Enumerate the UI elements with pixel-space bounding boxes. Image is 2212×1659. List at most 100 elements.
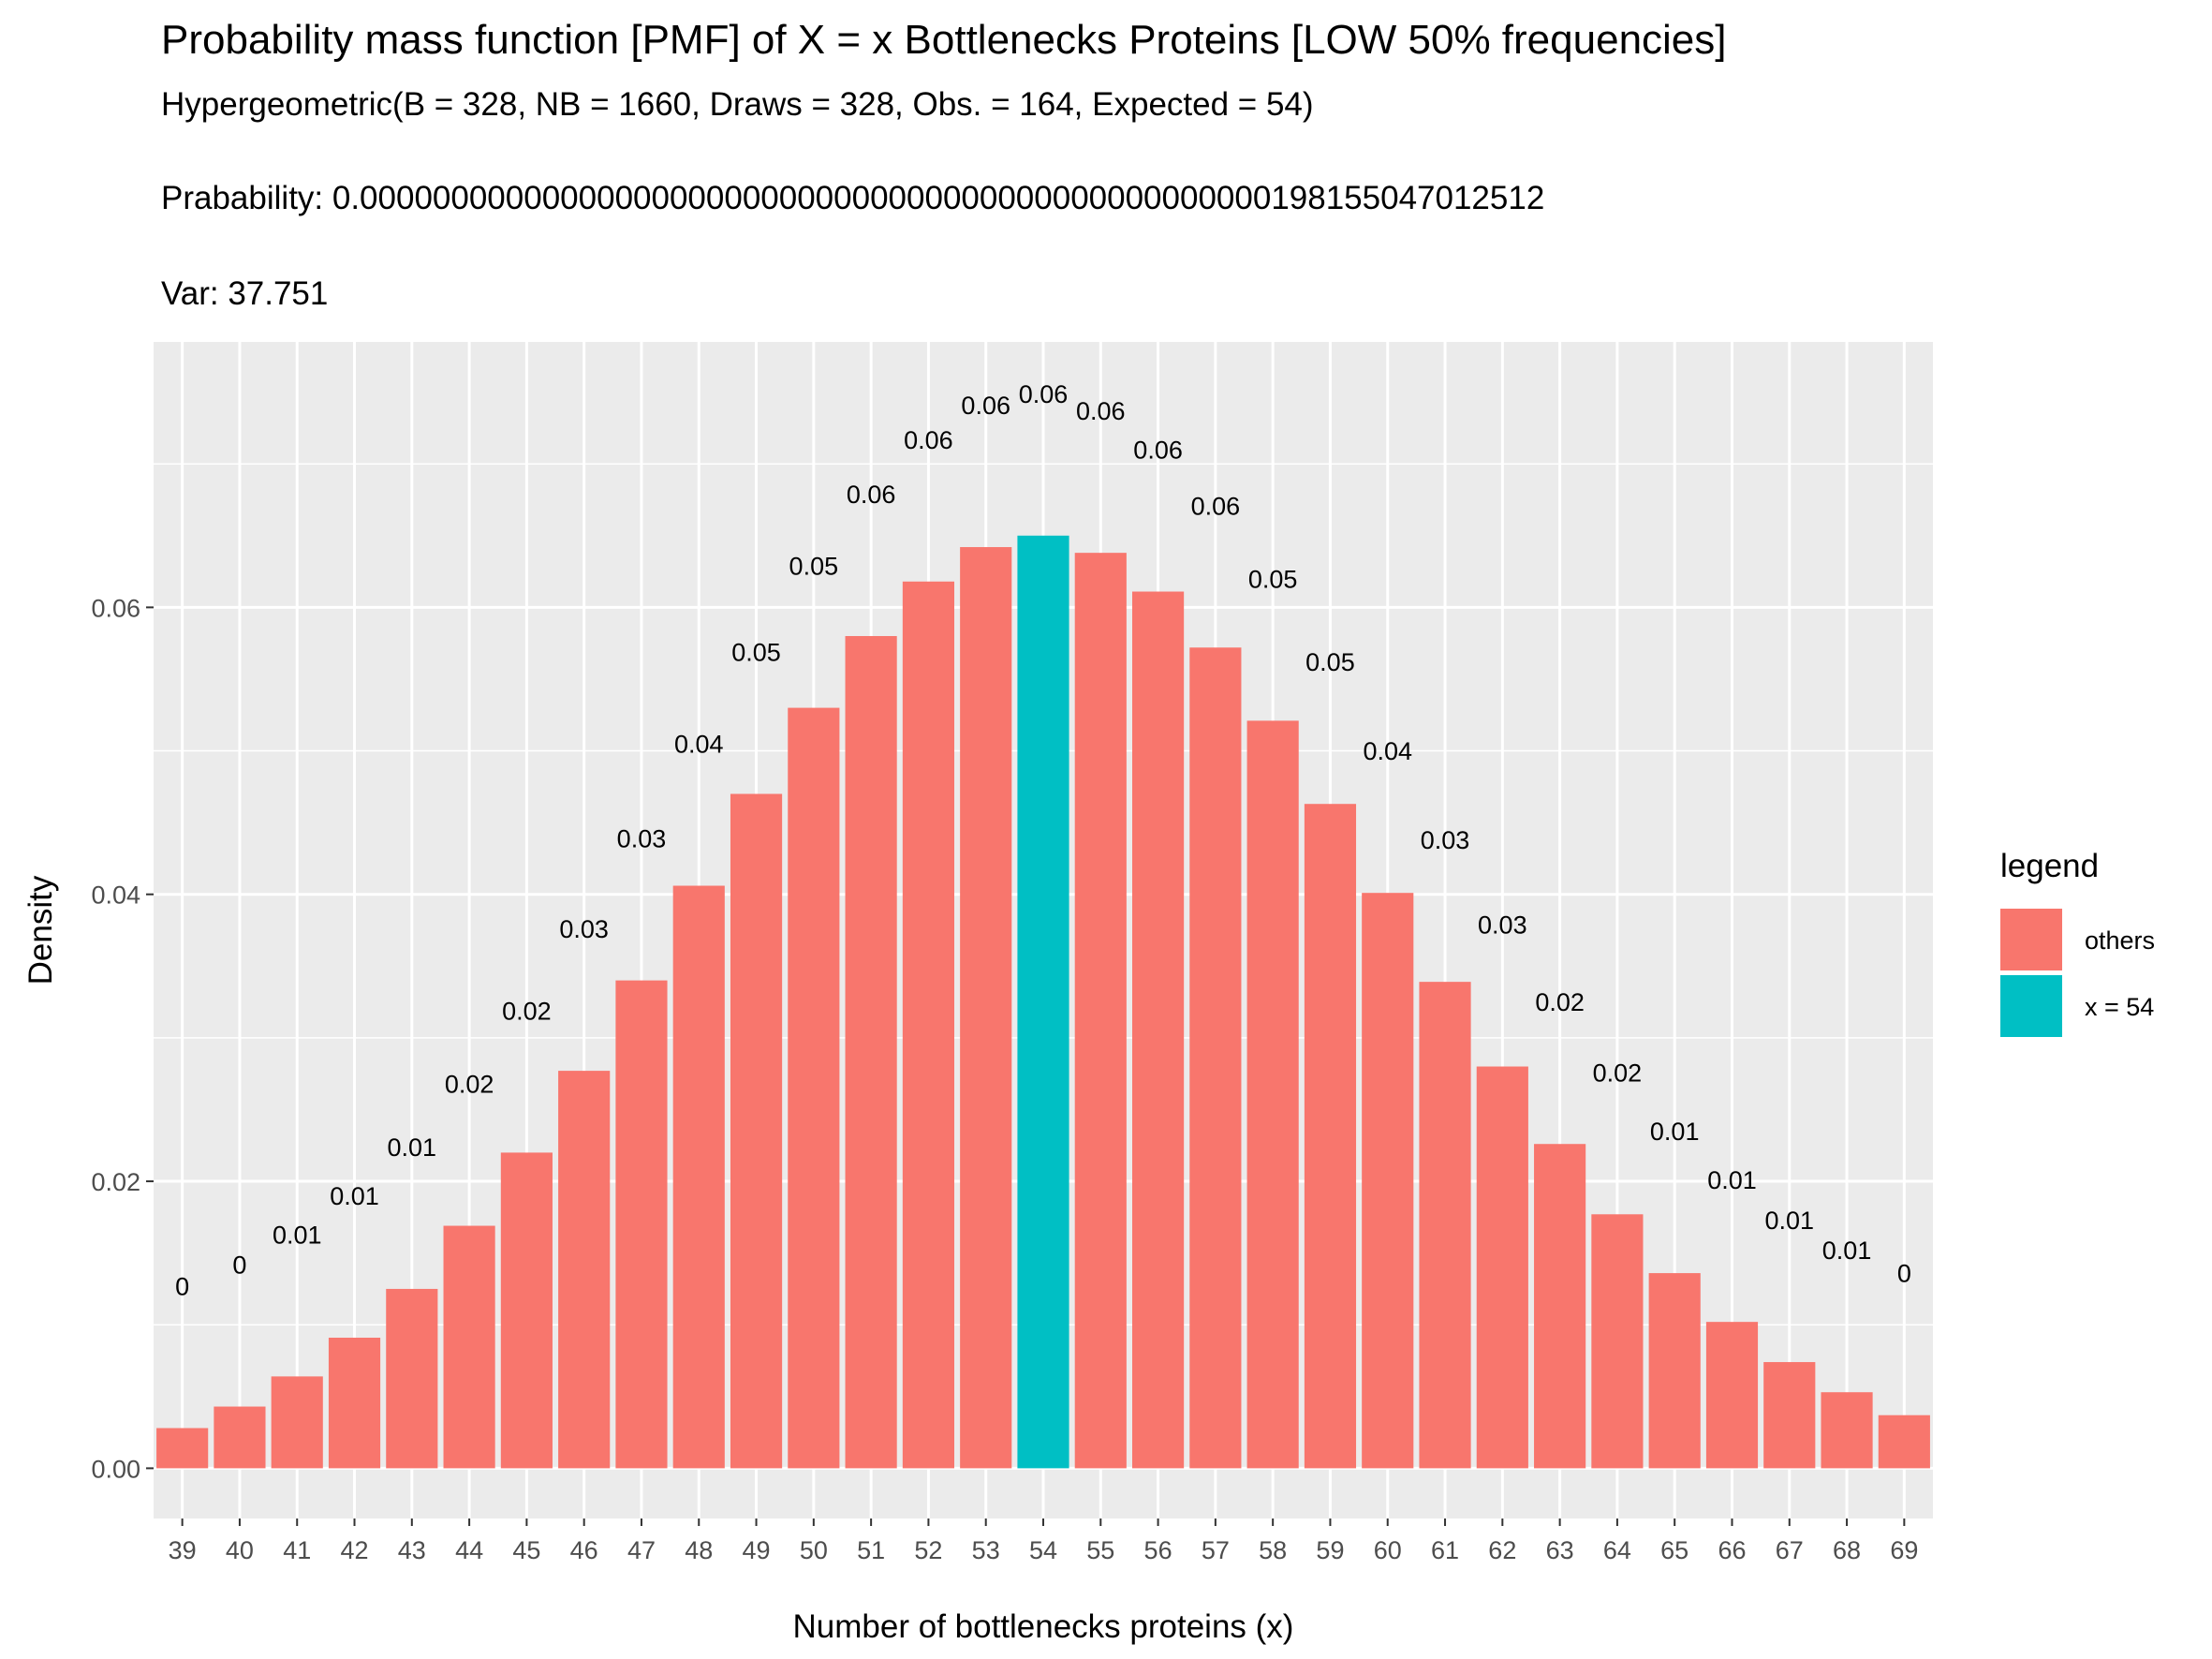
- bar-59: [1304, 804, 1357, 1469]
- bars: [156, 535, 1930, 1469]
- bar-55: [1074, 553, 1127, 1469]
- x-tick-label: 41: [283, 1536, 311, 1564]
- variance-caption: Var: 37.751: [161, 275, 329, 312]
- bar-label-68: 0.01: [1822, 1237, 1872, 1265]
- x-tick-label: 51: [857, 1536, 885, 1564]
- x-tick-label: 52: [914, 1536, 942, 1564]
- y-axis-title: Density: [22, 875, 59, 985]
- bar-label-44: 0.02: [445, 1071, 494, 1099]
- x-tick-label: 46: [570, 1536, 598, 1564]
- bar-57: [1189, 647, 1242, 1469]
- bar-label-50: 0.05: [789, 553, 839, 581]
- x-tick-label: 65: [1660, 1536, 1688, 1564]
- legend-key-x-54: [2000, 975, 2062, 1037]
- x-tick-label: 59: [1316, 1536, 1344, 1564]
- bar-label-49: 0.05: [731, 638, 781, 666]
- x-tick-label: 43: [398, 1536, 426, 1564]
- x-tick-label: 45: [512, 1536, 540, 1564]
- bar-label-69: 0: [1897, 1260, 1911, 1288]
- bar-43: [386, 1288, 438, 1469]
- bar-label-65: 0.01: [1650, 1118, 1700, 1146]
- x-axis-title: Number of bottlenecks proteins (x): [793, 1608, 1294, 1645]
- bar-68: [1821, 1392, 1873, 1469]
- bar-39: [156, 1428, 209, 1469]
- bar-label-47: 0.03: [617, 825, 667, 853]
- y-tick-label: 0.02: [91, 1168, 140, 1196]
- bar-65: [1648, 1273, 1701, 1469]
- x-tick-label: 56: [1144, 1536, 1172, 1564]
- bar-60: [1362, 893, 1414, 1469]
- bar-58: [1246, 720, 1299, 1469]
- bar-label-53: 0.06: [961, 392, 1010, 420]
- bar-label-52: 0.06: [904, 426, 953, 454]
- bar-label-63: 0.02: [1535, 988, 1585, 1016]
- bar-53: [960, 547, 1012, 1469]
- y-tick-label: 0.06: [91, 594, 140, 622]
- bar-label-41: 0.01: [273, 1221, 322, 1249]
- x-tick-label: 50: [800, 1536, 828, 1564]
- y-axis-ticks: 0.00 0.02 0.04 0.06: [91, 594, 154, 1483]
- x-tick-label: 69: [1890, 1536, 1918, 1564]
- x-tick-label: 54: [1029, 1536, 1057, 1564]
- bar-42: [328, 1338, 381, 1469]
- x-tick-label: 44: [455, 1536, 483, 1564]
- bar-51: [845, 636, 897, 1469]
- bar-40: [214, 1406, 266, 1469]
- bar-label-43: 0.01: [388, 1133, 437, 1162]
- bar-label-46: 0.03: [559, 915, 609, 943]
- x-tick-label: 58: [1259, 1536, 1287, 1564]
- bar-46: [558, 1071, 611, 1469]
- bar-label-59: 0.05: [1305, 648, 1355, 676]
- bar-label-56: 0.06: [1133, 437, 1183, 465]
- bar-label-66: 0.01: [1707, 1166, 1757, 1194]
- x-tick-label: 53: [972, 1536, 1000, 1564]
- x-tick-label: 55: [1086, 1536, 1114, 1564]
- bar-label-55: 0.06: [1076, 397, 1126, 425]
- bar-50: [788, 707, 840, 1469]
- bar-label-39: 0: [175, 1273, 189, 1301]
- bar-label-60: 0.04: [1363, 737, 1412, 765]
- bar-label-58: 0.05: [1248, 565, 1298, 593]
- bar-label-61: 0.03: [1421, 826, 1470, 854]
- probability-caption: Prabability: 0.0000000000000000000000000…: [161, 180, 1545, 216]
- legend: legend others x = 54: [2000, 848, 2155, 1037]
- bar-64: [1591, 1214, 1644, 1469]
- bar-52: [902, 581, 954, 1469]
- bar-63: [1534, 1144, 1586, 1469]
- bar-66: [1705, 1322, 1759, 1469]
- bar-61: [1419, 982, 1471, 1469]
- bar-41: [271, 1376, 323, 1469]
- bar-label-40: 0: [232, 1252, 246, 1280]
- bar-label-54: 0.06: [1019, 380, 1069, 408]
- x-tick-label: 49: [743, 1536, 771, 1564]
- x-tick-label: 66: [1718, 1536, 1746, 1564]
- x-tick-label: 61: [1431, 1536, 1459, 1564]
- x-tick-label: 63: [1546, 1536, 1574, 1564]
- bar-45: [500, 1152, 553, 1469]
- bar-44: [443, 1225, 495, 1469]
- bar-67: [1763, 1362, 1816, 1469]
- x-tick-label: 48: [685, 1536, 713, 1564]
- bar-69: [1878, 1415, 1930, 1469]
- x-tick-label: 62: [1488, 1536, 1516, 1564]
- x-tick-label: 67: [1776, 1536, 1804, 1564]
- bar-label-48: 0.04: [674, 731, 724, 759]
- y-tick-label: 0.00: [91, 1455, 140, 1483]
- x-tick-label: 47: [627, 1536, 656, 1564]
- legend-title: legend: [2000, 848, 2099, 884]
- bar-48: [672, 885, 725, 1469]
- bar-49: [730, 793, 783, 1469]
- bar-label-57: 0.06: [1191, 492, 1241, 520]
- bar-47: [615, 980, 668, 1469]
- y-tick-label: 0.04: [91, 881, 140, 910]
- bar-62: [1476, 1066, 1528, 1469]
- bar-value-labels: 000.010.010.010.020.020.030.030.040.050.…: [175, 380, 1911, 1301]
- x-tick-label: 40: [226, 1536, 254, 1564]
- bar-54: [1017, 535, 1069, 1469]
- x-tick-label: 42: [340, 1536, 368, 1564]
- chart-title: Probability mass function [PMF] of X = x…: [161, 17, 1727, 63]
- bar-56: [1132, 591, 1185, 1469]
- bar-label-45: 0.02: [502, 997, 552, 1025]
- x-tick-label: 39: [169, 1536, 197, 1564]
